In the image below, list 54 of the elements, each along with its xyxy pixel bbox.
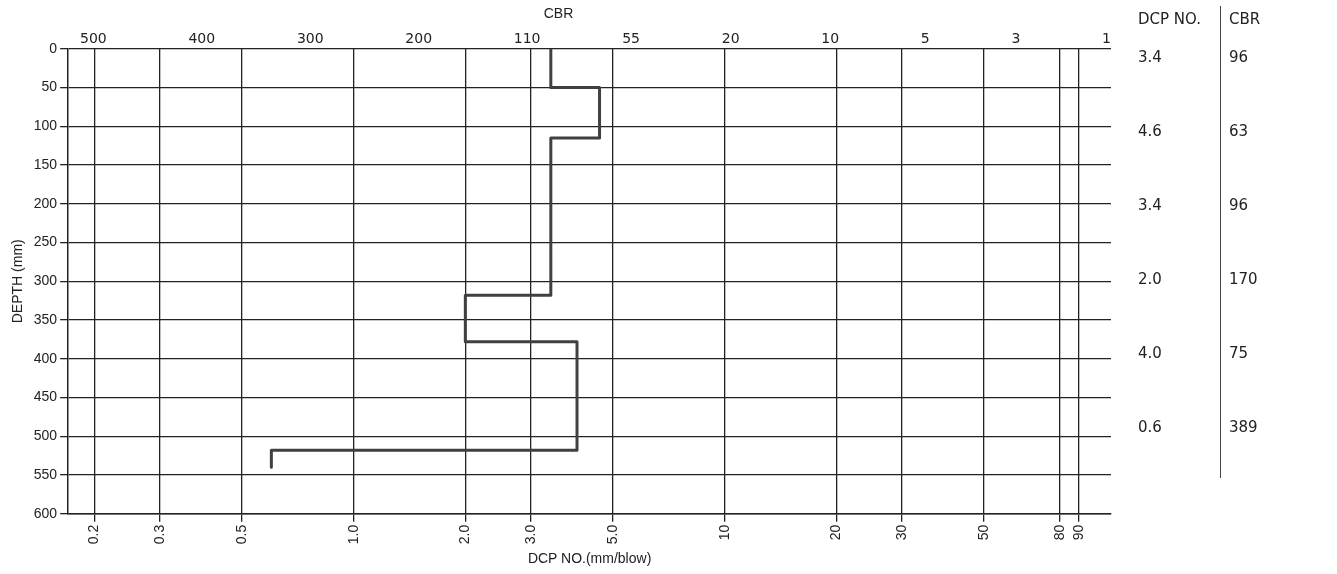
x-tick-label: 5.0 bbox=[603, 524, 620, 545]
text: 170 bbox=[1220, 256, 1300, 330]
text: 5 bbox=[920, 30, 930, 46]
y-tick-label: 400 bbox=[33, 349, 58, 366]
x-tick-label: 10 bbox=[715, 524, 732, 541]
y-tick-label: 100 bbox=[33, 117, 58, 134]
text: 63 bbox=[1220, 108, 1300, 182]
text: 200 bbox=[405, 30, 433, 46]
x-tick-label: 3.0 bbox=[521, 524, 538, 545]
y-tick-label: 200 bbox=[33, 194, 58, 211]
y-tick-label: 550 bbox=[33, 465, 58, 482]
text: DCP NO. bbox=[1137, 9, 1203, 30]
y-tick-label: 300 bbox=[33, 272, 58, 289]
x-axis-title: DCP NO.(mm/blow) bbox=[527, 550, 652, 567]
y-tick-label: 50 bbox=[41, 78, 58, 95]
text: 300 bbox=[296, 30, 324, 46]
text: 4.0 bbox=[1137, 343, 1163, 364]
x-tick-label: 0.3 bbox=[150, 524, 167, 545]
x-tick-label: 2.0 bbox=[456, 524, 473, 545]
text: 55 bbox=[622, 30, 641, 46]
y-tick-label: 350 bbox=[33, 310, 58, 327]
text: 0.6 bbox=[1137, 417, 1163, 438]
text: CBR bbox=[1220, 6, 1300, 34]
y-tick-label: 0 bbox=[49, 39, 58, 56]
x-tick-label: 50 bbox=[974, 524, 991, 541]
y-tick-label: 600 bbox=[33, 504, 58, 521]
y-axis-title: DEPTH (mm) bbox=[9, 239, 26, 324]
text: 96 bbox=[1220, 34, 1300, 108]
text: 500 bbox=[80, 30, 107, 46]
x-tick-label: 30 bbox=[892, 524, 909, 541]
x-tick-label: 90 bbox=[1069, 524, 1086, 541]
text: 389 bbox=[1220, 404, 1300, 478]
text: 20 bbox=[721, 30, 740, 46]
text: 3 bbox=[1011, 30, 1021, 46]
text: 4.6 bbox=[1137, 121, 1163, 142]
chart-title: CBR bbox=[543, 5, 574, 22]
text: 3.4 bbox=[1137, 195, 1163, 216]
text: 96 bbox=[1220, 182, 1300, 256]
text: 400 bbox=[188, 30, 216, 46]
text: 1 bbox=[1102, 30, 1111, 46]
text: 3.4 bbox=[1137, 47, 1163, 68]
text: 75 bbox=[1220, 330, 1300, 404]
x-tick-label: 80 bbox=[1050, 524, 1067, 541]
x-tick-label: 0.2 bbox=[85, 524, 102, 545]
y-tick-label: 450 bbox=[33, 388, 58, 405]
x-tick-label: 0.5 bbox=[232, 524, 249, 545]
x-tick-label: 20 bbox=[827, 524, 844, 541]
text: 10 bbox=[821, 30, 840, 46]
x-tick-label: 1.0 bbox=[344, 524, 361, 545]
y-tick-label: 250 bbox=[33, 233, 58, 250]
text: 110 bbox=[513, 30, 541, 46]
y-tick-label: 500 bbox=[33, 427, 58, 444]
text: 2.0 bbox=[1137, 269, 1163, 290]
y-tick-label: 150 bbox=[33, 155, 58, 172]
